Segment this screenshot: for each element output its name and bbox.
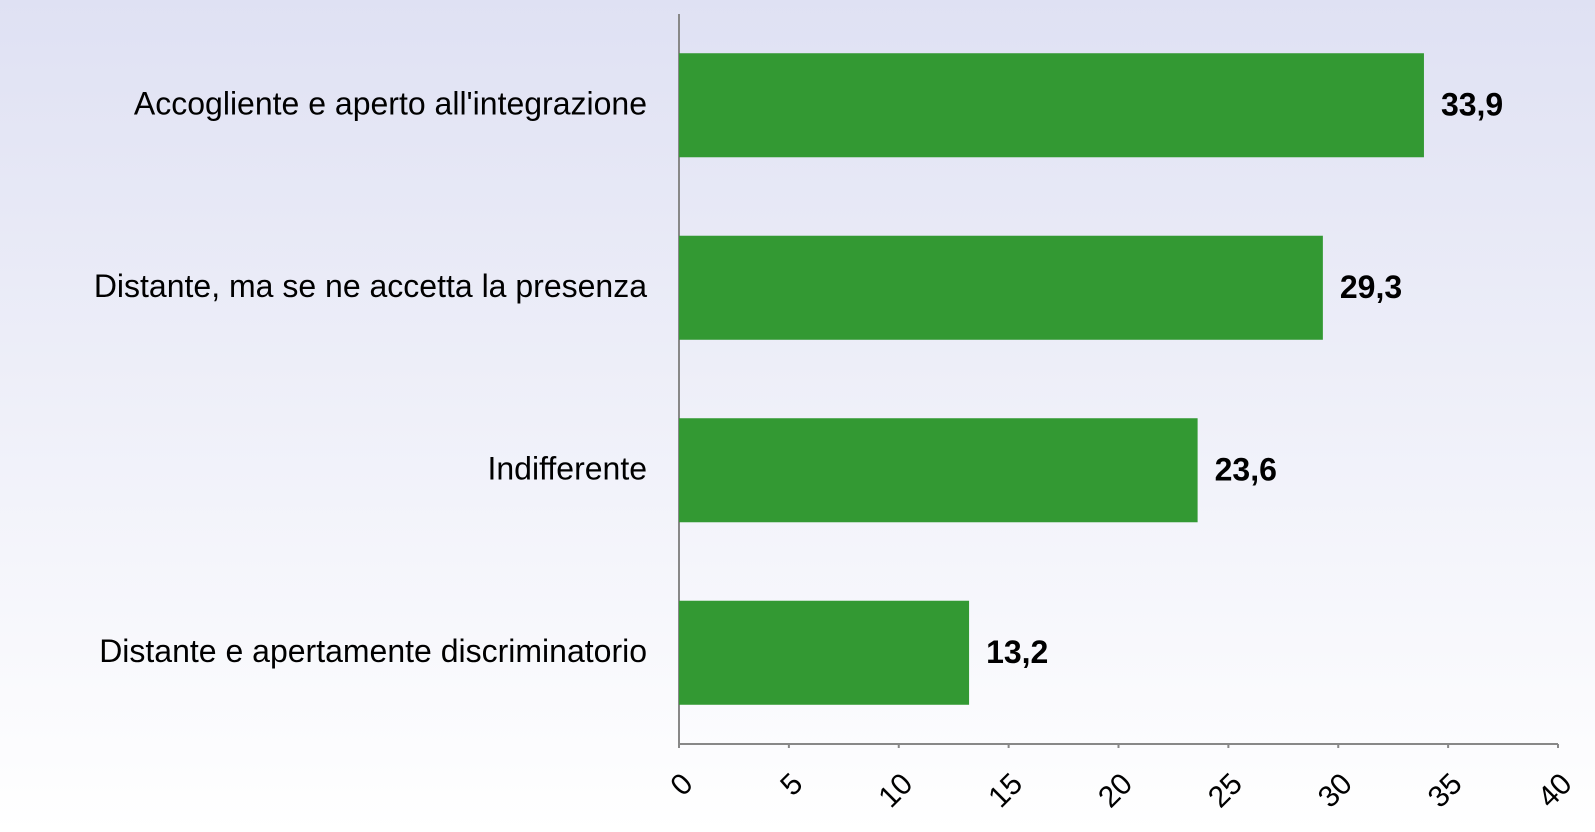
bar [679, 600, 970, 705]
bar [679, 235, 1323, 340]
category-label: Distante e apertamente discriminatorio [99, 633, 647, 669]
bar [679, 53, 1424, 158]
bar [679, 418, 1198, 523]
value-label: 23,6 [1215, 452, 1277, 488]
category-label: Accogliente e aperto all'integrazione [134, 86, 647, 122]
value-label: 33,9 [1441, 87, 1503, 123]
value-label: 29,3 [1340, 269, 1402, 305]
value-label: 13,2 [986, 634, 1048, 670]
category-label: Indifferente [487, 451, 647, 487]
category-label: Distante, ma se ne accetta la presenza [94, 268, 647, 304]
